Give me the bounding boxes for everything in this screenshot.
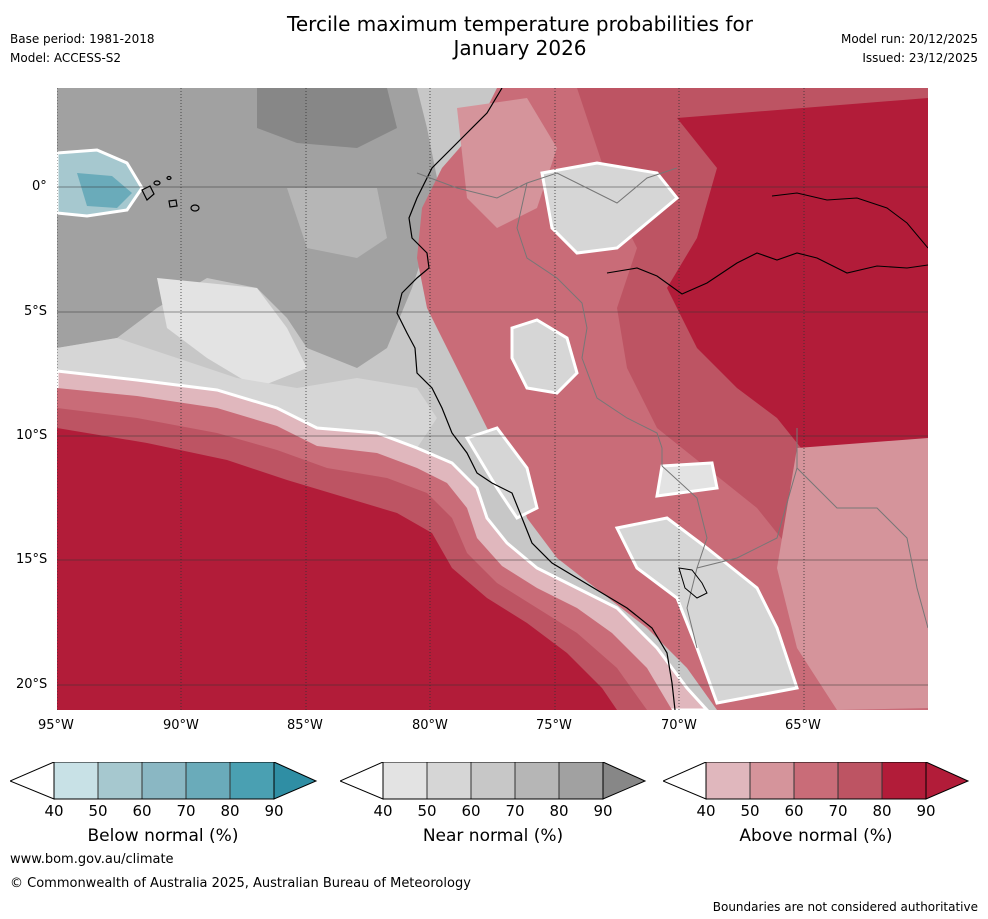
lon-label-90w: 90°W	[163, 718, 199, 733]
colorbar-above-tick: 40	[696, 802, 716, 820]
above-normal-land-90	[667, 98, 928, 538]
colorbar-below-swatch-3	[142, 762, 186, 799]
model-run-text: Model run: 20/12/2025	[840, 32, 978, 46]
colorbar-above-tick: 60	[784, 802, 804, 820]
near-normal-land-bolivia	[655, 461, 719, 498]
lat-label-10s: 10°S	[16, 428, 48, 443]
near-normal-land-north	[540, 161, 680, 255]
colorbar-near-swatch-3	[471, 762, 515, 799]
lon-label-70w: 70°W	[661, 718, 697, 733]
near-normal-ocean-light	[157, 278, 307, 388]
colorbar-near-tick: 70	[505, 802, 525, 820]
near-normal-ocean-dark	[57, 88, 437, 368]
probability-map	[57, 88, 928, 710]
lon-label-85w: 85°W	[287, 718, 323, 733]
colorbar-near-swatch-5	[559, 762, 603, 799]
footer-copyright: © Commonwealth of Australia 2025, Austra…	[10, 876, 471, 891]
base-period-text: Base period: 1981-2018	[10, 32, 155, 46]
footer-disclaimer: Boundaries are not considered authoritat…	[712, 900, 978, 914]
colorbar-below-swatch-1	[54, 762, 98, 799]
colorbar-above-tick: 50	[740, 802, 760, 820]
colorbar-below-swatch-5	[230, 762, 274, 799]
above-normal-land-south	[777, 438, 928, 710]
colorbar-above	[663, 762, 970, 800]
galapagos-islands	[141, 175, 200, 212]
colorbar-above-swatch-2	[750, 762, 794, 799]
colorbar-near	[340, 762, 647, 800]
lat-label-20s: 20°S	[16, 677, 48, 692]
below-normal-core	[77, 173, 132, 208]
colorbar-above-tick: 80	[872, 802, 892, 820]
footer-url: www.bom.gov.au/climate	[10, 852, 174, 867]
lake-titicaca	[678, 567, 708, 599]
colorbar-above-tick: 90	[916, 802, 936, 820]
colorbar-near-tick: 60	[461, 802, 481, 820]
map-title: Tercile maximum temperature probabilitie…	[0, 12, 988, 60]
lon-label-75w: 75°W	[536, 718, 572, 733]
colorbar-near-swatch-2	[427, 762, 471, 799]
colorbar-above-swatch-4	[838, 762, 882, 799]
lat-label-15s: 15°S	[16, 552, 48, 567]
near-normal-land-altiplano	[614, 516, 799, 705]
colorbar-near-tick: 40	[373, 802, 393, 820]
colorbar-below-tick: 90	[264, 802, 284, 820]
country-borders	[416, 167, 928, 649]
colorbar-above-swatch-5	[882, 762, 926, 799]
lon-label-80w: 80°W	[412, 718, 448, 733]
colorbar-below-tick: 70	[176, 802, 196, 820]
colorbar-above-swatch-1	[706, 762, 750, 799]
coastline	[396, 88, 676, 710]
colorbar-above-tick: 70	[828, 802, 848, 820]
near-normal-land-coast	[464, 426, 539, 520]
colorbar-below-swatch-4	[186, 762, 230, 799]
above-normal-land-50	[457, 98, 557, 228]
lat-label-0: 0°	[32, 179, 47, 194]
near-normal-ocean-darkest	[257, 88, 397, 148]
amazon-river	[606, 252, 928, 295]
lat-label-5s: 5°S	[24, 304, 48, 319]
colorbar-below-label: Below normal (%)	[87, 826, 239, 846]
title-line-2: January 2026	[453, 36, 587, 60]
colorbar-below-swatch-2	[98, 762, 142, 799]
colorbar-below-tick: 50	[88, 802, 108, 820]
colorbar-below	[10, 762, 318, 800]
colorbar-near-label: Near normal (%)	[422, 826, 564, 846]
lon-label-65w: 65°W	[785, 718, 821, 733]
colorbar-below-tick: 60	[132, 802, 152, 820]
colorbar-near-tick: 80	[549, 802, 569, 820]
colorbar-above-swatch-3	[794, 762, 838, 799]
colorbar-above-label: Above normal (%)	[739, 826, 893, 846]
colorbar-near-tick: 90	[593, 802, 613, 820]
above-normal-ocean-90	[57, 428, 617, 710]
issued-text: Issued: 23/12/2025	[862, 51, 978, 65]
colorbar-near-swatch-1	[383, 762, 427, 799]
near-normal-land-central	[510, 318, 579, 395]
rio-negro-river	[771, 192, 928, 249]
colorbar-near-tick: 50	[417, 802, 437, 820]
title-line-1: Tercile maximum temperature probabilitie…	[287, 12, 753, 36]
colorbar-below-tick: 80	[220, 802, 240, 820]
colorbar-near-swatch-4	[515, 762, 559, 799]
near-normal-ocean-mid	[287, 188, 387, 258]
lon-label-95w: 95°W	[38, 718, 74, 733]
model-text: Model: ACCESS-S2	[10, 51, 122, 65]
colorbar-below-tick: 40	[44, 802, 64, 820]
